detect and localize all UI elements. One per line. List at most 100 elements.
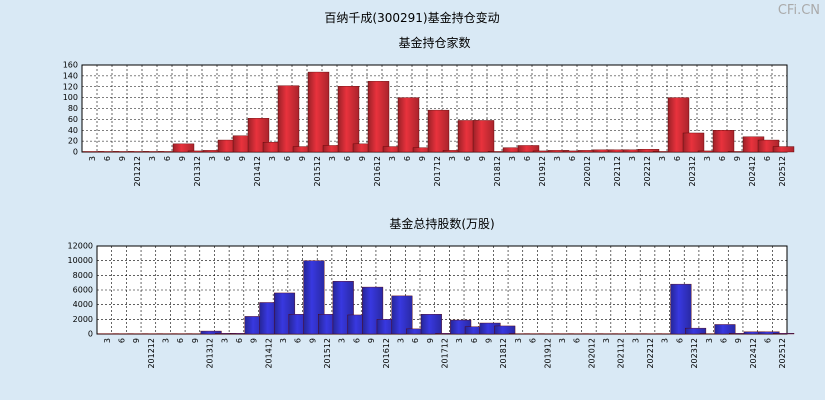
x-tick-label: 6 [176,338,185,343]
bar-shade [128,151,149,152]
x-tick-label: 202312 [688,156,697,187]
x-tick-label: 3 [598,156,607,161]
x-tick-label: 9 [250,338,259,343]
bar-shade [218,140,239,152]
x-tick-label: 6 [573,338,582,343]
bar-shade [653,151,674,152]
x-tick-label: 9 [178,156,187,161]
x-tick-label: 9 [132,338,141,343]
x-tick-label: 201912 [543,338,552,369]
bar-shade [578,150,599,152]
y-tick-label: 10000 [68,256,93,265]
x-tick-label: 3 [703,156,712,161]
bar-shade [368,81,389,152]
x-tick-label: 6 [103,156,112,161]
bar-shade [623,149,644,152]
x-tick-label: 6 [568,156,577,161]
x-tick-label: 201312 [206,338,215,369]
bar-shade [420,314,442,334]
x-tick-label: 201412 [253,156,262,187]
x-tick-label: 9 [733,156,742,161]
x-tick-label: 6 [675,338,684,343]
bar-shade [428,110,449,152]
bar-shade [113,151,134,152]
bar-shade [398,97,419,152]
bar-shade [278,85,299,152]
x-tick-label: 9 [485,338,494,343]
bar-shade [391,295,413,334]
y-tick-label: 6000 [73,286,93,295]
x-tick-label: 201612 [373,156,382,187]
x-tick-label: 6 [718,156,727,161]
bar-shade [683,132,704,152]
bar-shade [308,72,329,152]
x-tick-label: 9 [118,156,127,161]
x-tick-label: 201312 [193,156,202,187]
bar-shade [353,143,374,152]
bar-shade [713,130,734,152]
x-tick-label: 9 [191,338,200,343]
x-tick-label: 3 [338,338,347,343]
x-tick-label: 3 [558,338,567,343]
x-tick-label: 3 [388,156,397,161]
x-tick-label: 6 [294,338,303,343]
y-tick-label: 60 [68,115,78,124]
x-tick-label: 6 [463,156,472,161]
bar-shade [230,333,251,334]
bar-shade [698,150,719,152]
x-tick-label: 9 [308,338,317,343]
bar-shade [215,333,237,334]
x-tick-label: 9 [418,156,427,161]
bar-shade [503,147,524,152]
bar-shade [173,143,194,152]
bar-shade [743,331,765,334]
chart-title: 基金总持股数(万股) [389,216,494,231]
x-tick-label: 3 [455,338,464,343]
bar-shade [758,140,779,152]
bar-shade [383,146,404,152]
x-tick-label: 9 [426,338,435,343]
x-tick-label: 202212 [646,338,655,369]
x-tick-label: 6 [763,156,772,161]
bar-shade [638,149,659,152]
x-tick-label: 201512 [323,338,332,369]
bar-shade [518,145,539,152]
bar-shade [563,150,584,152]
watermark: CFi.CN [778,3,820,18]
y-tick-label: 12000 [68,242,93,251]
bar-shade [188,150,209,152]
bar-shade [479,323,501,334]
x-tick-label: 202012 [583,156,592,187]
x-tick-label: 6 [763,338,772,343]
bar-shade [413,147,434,152]
bar-shade [203,150,224,152]
x-tick-label: 201212 [133,156,142,187]
bar-shade [406,328,427,334]
x-tick-label: 6 [118,338,127,343]
x-tick-label: 202412 [749,338,758,369]
y-tick-label: 40 [68,126,78,135]
x-tick-label: 6 [523,156,532,161]
x-tick-label: 202512 [778,338,787,369]
bar-shade [593,149,614,152]
bar-shade [758,331,780,334]
bar-shade [98,151,119,152]
x-tick-label: 6 [352,338,361,343]
x-tick-label: 201912 [538,156,547,187]
bar-shade [143,151,164,152]
bar-shade [83,151,104,152]
x-tick-label: 3 [103,338,112,343]
x-tick-label: 3 [508,156,517,161]
bar-shade [443,150,464,152]
x-tick-label: 201412 [264,338,273,369]
y-tick-label: 160 [63,61,78,70]
x-tick-label: 202312 [690,338,699,369]
y-tick-label: 8000 [73,271,93,280]
bar-shade [323,145,344,152]
bar-shade [473,120,494,152]
x-tick-label: 3 [220,338,229,343]
y-tick-label: 100 [63,93,78,102]
y-tick-label: 2000 [73,315,93,324]
x-tick-label: 202212 [643,156,652,187]
x-tick-label: 6 [719,338,728,343]
